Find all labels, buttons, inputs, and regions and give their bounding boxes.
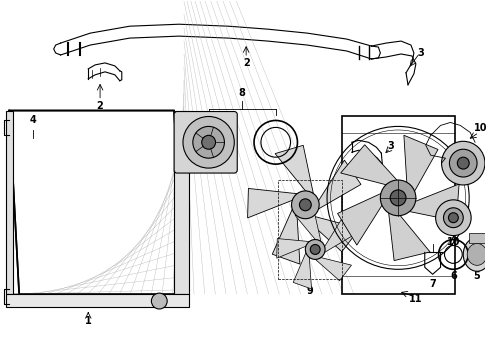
Polygon shape: [316, 257, 351, 281]
Circle shape: [441, 141, 485, 185]
Polygon shape: [6, 111, 13, 294]
Bar: [278, 180, 342, 279]
Circle shape: [299, 199, 311, 211]
Circle shape: [202, 135, 216, 149]
Polygon shape: [306, 216, 360, 252]
Ellipse shape: [463, 238, 490, 271]
Bar: [469, 233, 485, 243]
Polygon shape: [293, 253, 312, 289]
Polygon shape: [272, 209, 300, 264]
Text: 1: 1: [85, 316, 92, 326]
Text: 5: 5: [474, 271, 480, 281]
Text: 10: 10: [474, 123, 488, 134]
Circle shape: [390, 190, 406, 206]
Polygon shape: [389, 210, 430, 261]
Text: 2: 2: [97, 100, 103, 111]
Ellipse shape: [467, 243, 487, 265]
Circle shape: [151, 293, 167, 309]
Polygon shape: [318, 160, 361, 209]
Text: 2: 2: [243, 58, 249, 68]
Polygon shape: [325, 220, 352, 252]
Text: 8: 8: [239, 88, 245, 98]
Polygon shape: [174, 111, 189, 294]
FancyBboxPatch shape: [174, 112, 237, 173]
Text: 7: 7: [429, 279, 436, 289]
Circle shape: [193, 126, 224, 158]
Polygon shape: [404, 135, 438, 193]
Circle shape: [305, 239, 325, 260]
Circle shape: [310, 244, 320, 255]
Circle shape: [457, 157, 469, 169]
Circle shape: [28, 138, 38, 148]
Circle shape: [449, 149, 477, 177]
Polygon shape: [9, 111, 184, 294]
Polygon shape: [295, 210, 321, 241]
Circle shape: [380, 180, 416, 216]
Polygon shape: [277, 239, 309, 258]
Text: 10: 10: [446, 237, 460, 247]
Circle shape: [292, 191, 319, 219]
Text: 4: 4: [29, 116, 36, 125]
Circle shape: [443, 208, 463, 228]
Polygon shape: [247, 188, 297, 218]
Text: 11: 11: [409, 294, 423, 304]
Polygon shape: [6, 294, 189, 307]
Text: 3: 3: [417, 48, 424, 58]
Polygon shape: [338, 192, 383, 245]
Circle shape: [436, 200, 471, 235]
Text: 9: 9: [307, 286, 314, 296]
Polygon shape: [407, 184, 459, 221]
Text: 6: 6: [450, 271, 457, 281]
Text: 3: 3: [388, 141, 394, 151]
Polygon shape: [341, 145, 399, 185]
Polygon shape: [275, 145, 313, 193]
Bar: [342, 116, 455, 294]
Circle shape: [183, 117, 234, 168]
Circle shape: [448, 213, 458, 223]
